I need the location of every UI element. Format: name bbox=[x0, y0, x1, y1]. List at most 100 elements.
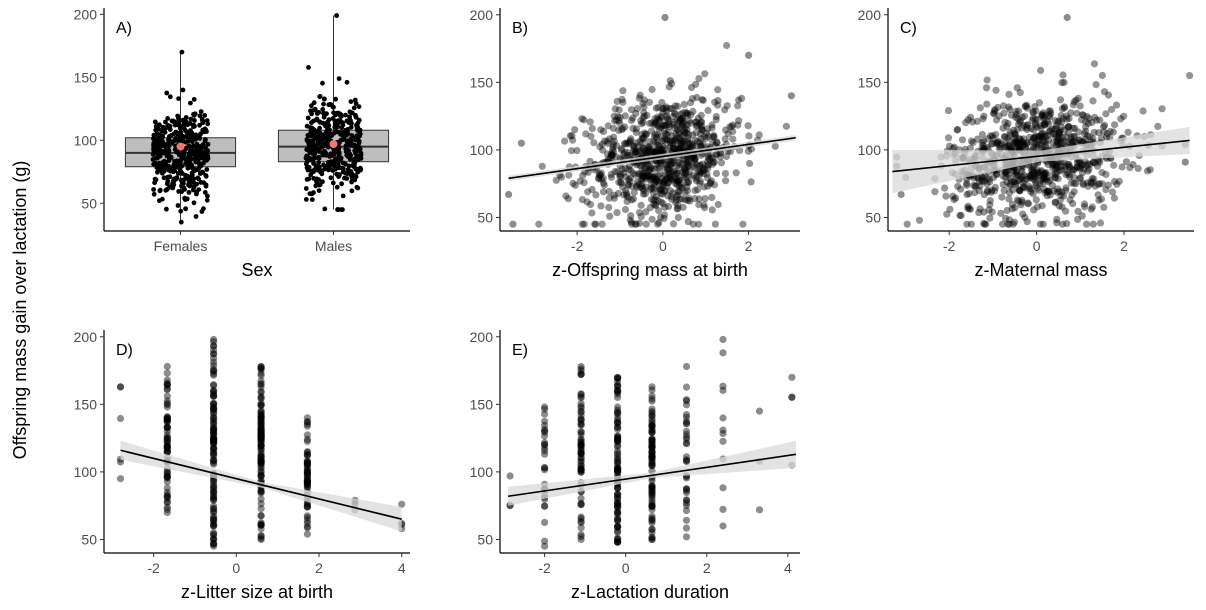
data-point bbox=[988, 186, 996, 194]
data-point bbox=[210, 435, 218, 443]
data-point bbox=[693, 173, 701, 181]
data-point bbox=[665, 83, 673, 91]
data-point bbox=[1020, 122, 1028, 130]
data-point bbox=[714, 86, 722, 94]
data-point bbox=[614, 465, 622, 473]
data-point bbox=[1058, 220, 1067, 228]
data-point bbox=[983, 186, 992, 195]
data-point bbox=[663, 174, 671, 182]
data-point bbox=[676, 195, 684, 203]
data-point bbox=[697, 169, 705, 177]
data-point bbox=[1032, 107, 1040, 115]
data-point bbox=[210, 346, 218, 354]
data-point bbox=[1037, 66, 1045, 75]
data-point bbox=[661, 13, 669, 22]
data-point bbox=[210, 435, 218, 443]
data-point bbox=[1039, 175, 1047, 183]
data-point bbox=[983, 180, 991, 188]
data-point bbox=[1068, 166, 1076, 174]
data-point bbox=[1033, 123, 1041, 131]
data-point bbox=[577, 394, 585, 402]
data-point bbox=[1058, 203, 1066, 211]
data-point bbox=[648, 438, 656, 446]
data-point bbox=[317, 94, 323, 99]
data-point bbox=[614, 414, 622, 422]
data-point bbox=[210, 392, 218, 400]
data-point bbox=[978, 138, 986, 147]
data-point bbox=[541, 417, 549, 425]
data-point bbox=[659, 121, 667, 129]
data-point bbox=[639, 118, 647, 127]
data-point bbox=[210, 531, 218, 539]
data-point bbox=[1039, 220, 1047, 228]
data-point bbox=[944, 107, 953, 115]
data-point bbox=[1069, 200, 1077, 208]
data-point bbox=[648, 443, 656, 451]
data-point bbox=[638, 164, 646, 172]
data-point bbox=[1083, 179, 1092, 187]
data-point bbox=[999, 102, 1008, 110]
data-point bbox=[648, 409, 656, 417]
data-point bbox=[210, 458, 218, 467]
data-point bbox=[650, 200, 658, 208]
data-point bbox=[1051, 161, 1059, 169]
data-point bbox=[354, 124, 360, 130]
data-point bbox=[614, 441, 622, 449]
data-point bbox=[617, 179, 626, 187]
data-point bbox=[166, 166, 172, 171]
data-point bbox=[205, 193, 210, 199]
data-point bbox=[678, 184, 686, 192]
data-point bbox=[316, 156, 322, 161]
data-point bbox=[980, 191, 988, 199]
data-point bbox=[1039, 170, 1047, 178]
data-point bbox=[941, 184, 949, 192]
data-point bbox=[303, 468, 311, 477]
data-point bbox=[1055, 129, 1063, 137]
data-point bbox=[1054, 185, 1062, 193]
data-point bbox=[1027, 172, 1035, 180]
data-point bbox=[657, 132, 665, 140]
data-point bbox=[1025, 185, 1034, 193]
data-point bbox=[650, 183, 658, 191]
data-point bbox=[685, 117, 694, 125]
data-point bbox=[210, 417, 218, 425]
data-point bbox=[673, 162, 681, 170]
data-point bbox=[636, 184, 645, 192]
data-point bbox=[657, 114, 665, 122]
data-point bbox=[163, 423, 171, 432]
data-point bbox=[257, 383, 265, 391]
data-point bbox=[614, 469, 622, 477]
data-point bbox=[151, 132, 157, 138]
data-point bbox=[629, 142, 637, 150]
data-point bbox=[642, 150, 650, 158]
data-point bbox=[306, 65, 311, 70]
data-point bbox=[699, 160, 707, 168]
data-point bbox=[588, 185, 596, 194]
data-point bbox=[610, 148, 618, 156]
data-point bbox=[1057, 123, 1065, 131]
data-point bbox=[1030, 169, 1038, 177]
data-point bbox=[656, 116, 664, 124]
data-point bbox=[1029, 165, 1037, 173]
data-point bbox=[165, 178, 171, 184]
data-point bbox=[1018, 124, 1026, 132]
data-point bbox=[562, 192, 570, 200]
x-axis-title: z-Litter size at birth bbox=[181, 582, 333, 602]
data-point bbox=[309, 103, 314, 109]
data-point bbox=[985, 206, 993, 214]
data-point bbox=[1040, 174, 1048, 182]
data-point bbox=[1004, 142, 1013, 150]
data-point bbox=[1037, 124, 1045, 133]
data-point bbox=[640, 134, 648, 142]
data-point bbox=[682, 427, 691, 435]
data-point bbox=[604, 122, 612, 130]
data-point bbox=[541, 428, 549, 436]
data-point bbox=[604, 155, 612, 163]
data-point bbox=[692, 129, 700, 137]
data-point bbox=[729, 135, 737, 143]
data-point bbox=[1111, 121, 1119, 129]
data-point bbox=[648, 449, 656, 457]
data-point bbox=[583, 198, 591, 206]
